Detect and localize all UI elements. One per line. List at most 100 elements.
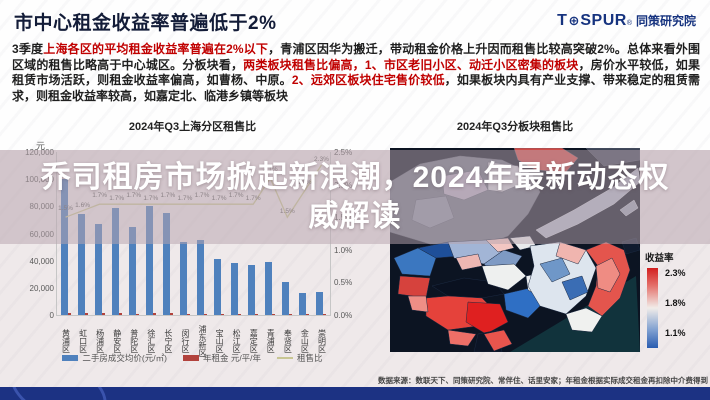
rent-bar [323,313,327,315]
x-axis-category-label: 虹口区 [78,329,88,353]
x-axis-category-label: 青浦区 [266,329,276,353]
legend-item: 租售比 [277,352,323,364]
map-district [555,241,587,265]
intro-segment: ，房价水平较低，如果租赁市场活跃，则租金收益率偏高，如曹杨、中原。 [12,57,700,88]
rent-bar [289,313,293,315]
rent-bar [221,313,225,315]
map-district [465,301,509,335]
intro-segment: 上海各区的平均租金收益率普遍在2%以下 [43,42,269,56]
rent-bar [118,313,122,315]
legend-label: 租售比 [297,353,323,363]
y-axis-tick-left: 0 [49,311,54,320]
y-axis-unit: 元 [36,141,46,151]
rent-bar [186,313,190,315]
map-district [393,247,437,277]
x-axis-category-label: 奉贤区 [283,329,293,353]
price-bar [77,214,85,315]
price-bar [94,223,102,315]
x-axis-category-label: 普陀区 [129,329,139,353]
rent-bar [84,313,88,315]
logo-letter-t: T [557,12,568,29]
y-axis-tick-right: 0.0% [334,311,353,320]
x-axis-category-label: 嘉定区 [249,329,259,353]
price-bar [316,291,324,315]
rent-bar [169,313,173,315]
rent-bar [272,313,276,315]
map-district [447,329,477,347]
y-axis-tick-left: 20,000 [29,283,54,293]
colorbar-gradient [647,268,658,348]
gear-icon: ⊕ [568,13,580,28]
x-axis-category-label: 宝山区 [215,329,225,353]
rent-bar [101,313,105,315]
x-axis-category-label: 黄浦区 [61,329,71,353]
rent-bar [135,313,139,315]
registered-mark: ® [626,20,632,27]
colorbar-tick-mid: 1.8% [665,298,686,308]
map-legend-title: 收益率 [645,253,674,264]
price-bar [128,226,136,315]
y-axis-tick-left: 40,000 [29,256,54,266]
x-axis-category-label: 长宁区 [163,329,173,353]
price-bar [214,259,222,315]
headline-line-2: 威解读 [308,200,402,233]
map-legend: 收益率 2.3% 1.8% 1.1% [645,250,707,360]
price-bar [265,262,273,315]
legend-line-swatch [277,357,294,359]
price-bar [162,213,170,315]
intro-segment: ，如果板块内具有产业支撑、带来稳定的租赁需求，则租金收益率较高，如嘉定北、临港乡… [12,73,700,103]
map-district [397,275,431,299]
x-axis-category-label: 金山区 [300,329,310,353]
legend-item: 二手房成交均价(元/㎡) [62,352,167,364]
intro-segment: ，青浦区因华为搬迁，带动租金价格上升因而租售比较高突破2%。总体来看外围区域的租… [12,42,700,72]
footer-bar [0,387,710,400]
price-bar [282,282,290,315]
colorbar-tick-high: 2.3% [665,268,686,278]
intro-paragraph: 3季度上海各区的平均租金收益率普遍在2%以下，青浦区因华为搬迁，带动租金价格上升… [12,42,700,104]
rent-bar [204,313,208,315]
price-bar [111,207,119,315]
x-axis-category-label: 崇明区 [317,329,327,353]
y-axis-tick-right: 0.5% [334,278,353,288]
price-bar [145,206,153,315]
logo-letters-spur: SPUR [580,12,627,29]
page-title: 市中心租金收益率普遍低于2% [14,13,277,34]
rent-bar [306,313,310,315]
rent-bar [67,312,71,315]
chart-legend: 二手房成交均价(元/㎡) 年租金 元/平/年 租售比 [10,352,375,364]
colorbar-tick-low: 1.1% [665,328,686,338]
brand-logo: T ⊕ SPUR ® 同策研究院 [557,12,696,30]
price-bar [197,240,205,315]
map-district [483,329,513,352]
price-bar [299,293,307,315]
legend-item: 年租金 元/平/年 [182,352,262,364]
x-axis-category-label: 徐汇区 [146,329,156,353]
headline-overlay: 乔司租房市场掀起新浪潮，2024年最新动态权 威解读 [0,150,710,244]
data-source-note: 数据来源：数联天下、同策研究院、常伴住、话里安家；年租金根据实际成交租金再扣除中… [378,376,708,385]
legend-bar-swatch [182,355,199,361]
price-bar [60,179,68,315]
price-bar [231,263,239,315]
intro-segment: 两类板块租售比偏高，1、市区老旧小区、动迁小区密集的板块 [243,57,579,72]
rent-bar [238,313,242,315]
intro-segment: 2、远郊区板块住宅售价较低 [291,73,445,88]
legend-bar-swatch [62,355,79,361]
legend-label: 年租金 元/平/年 [202,353,262,363]
headline-line-1: 乔司租房市场掀起新浪潮，2024年最新动态权 [40,161,670,194]
map-chart-title: 2024年Q3分板块租售比 [456,121,574,133]
x-axis-category-label: 闵行区 [180,329,190,353]
x-axis-category-label: 浦东新区 [198,325,208,357]
map-district [539,257,571,283]
rent-bar [152,313,156,315]
y-axis-tick-right: 1.0% [334,245,353,255]
rent-bar [255,313,259,315]
x-axis-category-label: 松江区 [232,329,242,353]
x-axis-category-label: 杨浦区 [95,329,105,353]
price-bar [179,241,187,315]
intro-segment: 3季度 [12,42,44,56]
map-district [503,287,543,319]
price-bar [248,264,256,315]
map-district [561,275,589,301]
map-district [595,257,621,293]
x-axis-line [56,315,331,316]
